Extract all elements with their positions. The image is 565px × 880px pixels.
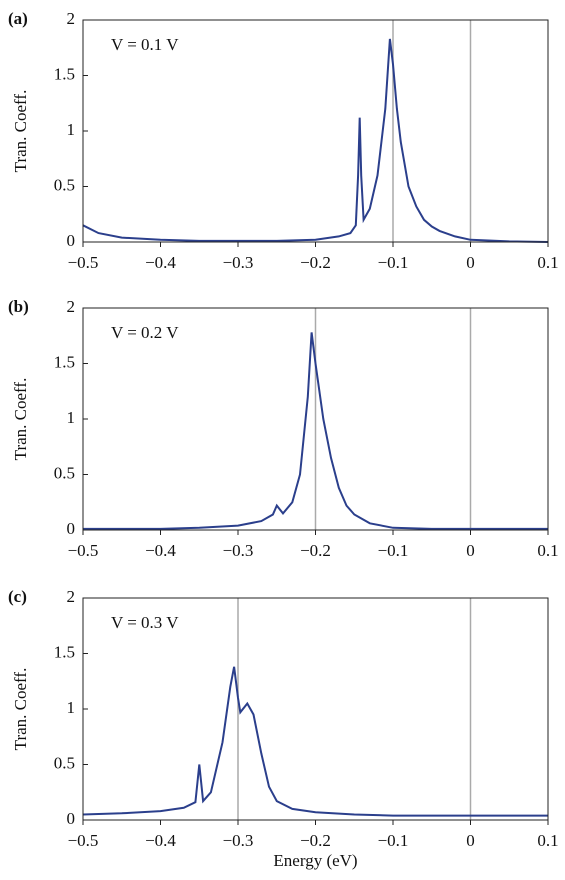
x-tick-label: −0.4	[145, 831, 176, 850]
y-tick-label: 2	[67, 297, 76, 316]
y-tick-label: 1.5	[54, 352, 75, 371]
x-tick-label: −0.3	[223, 253, 254, 272]
y-tick-label: 0.5	[54, 753, 75, 772]
annotation: V = 0.3 V	[111, 613, 179, 632]
x-tick-label: −0.2	[300, 541, 331, 560]
y-tick-label: 2	[67, 587, 76, 606]
x-tick-label: −0.3	[223, 831, 254, 850]
annotation: V = 0.1 V	[111, 35, 179, 54]
x-tick-label: −0.1	[378, 831, 409, 850]
panel-label: (a)	[8, 9, 28, 28]
y-axis-label: Tran. Coeff.	[11, 90, 30, 173]
x-tick-label: 0	[466, 831, 475, 850]
x-tick-label: −0.1	[378, 541, 409, 560]
y-tick-label: 2	[67, 9, 76, 28]
x-tick-label: −0.5	[68, 253, 99, 272]
transmission-curve	[82, 38, 549, 243]
transmission-curve	[83, 332, 548, 530]
x-tick-label: 0	[466, 541, 475, 560]
y-tick-label: 1	[67, 120, 76, 139]
y-axis-label: Tran. Coeff.	[11, 668, 30, 751]
y-tick-label: 0	[67, 231, 76, 250]
y-tick-label: 0	[67, 519, 76, 538]
y-tick-label: 0	[67, 809, 76, 828]
y-tick-label: 0.5	[54, 463, 75, 482]
panel-label: (c)	[8, 587, 27, 606]
y-tick-label: 1	[67, 698, 76, 717]
y-tick-label: 0.5	[54, 175, 75, 194]
y-tick-label: 1.5	[54, 642, 75, 661]
x-tick-label: −0.3	[223, 541, 254, 560]
x-tick-label: −0.5	[68, 831, 99, 850]
x-tick-label: −0.2	[300, 831, 331, 850]
x-tick-label: −0.4	[145, 253, 176, 272]
annotation: V = 0.2 V	[111, 323, 179, 342]
x-tick-label: −0.1	[378, 253, 409, 272]
x-tick-label: 0.1	[537, 831, 558, 850]
x-tick-label: −0.4	[145, 541, 176, 560]
y-tick-label: 1.5	[54, 64, 75, 83]
y-axis-label: Tran. Coeff.	[11, 378, 30, 461]
x-tick-label: 0.1	[537, 253, 558, 272]
x-tick-label: −0.2	[300, 253, 331, 272]
y-tick-label: 1	[67, 408, 76, 427]
x-tick-label: 0	[466, 253, 475, 272]
x-axis-label: Energy (eV)	[273, 851, 357, 870]
transmission-curve	[82, 666, 548, 817]
x-tick-label: −0.5	[68, 541, 99, 560]
x-tick-label: 0.1	[537, 541, 558, 560]
panel-label: (b)	[8, 297, 29, 316]
